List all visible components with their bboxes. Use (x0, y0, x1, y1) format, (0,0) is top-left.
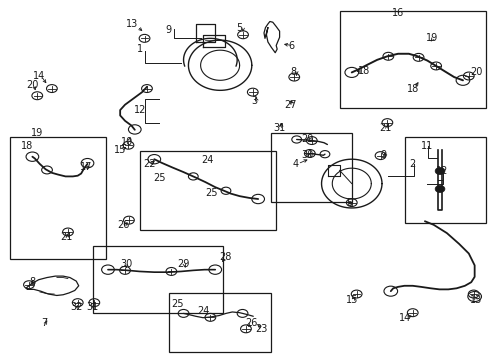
Bar (93, 246, 222, 313)
Text: 32: 32 (70, 302, 82, 312)
Text: 25: 25 (204, 188, 217, 198)
Text: 19: 19 (31, 129, 43, 138)
Text: 26: 26 (245, 319, 258, 328)
Text: 5: 5 (236, 23, 242, 33)
Text: 18: 18 (21, 141, 34, 151)
Text: 20: 20 (26, 80, 39, 90)
Text: 9: 9 (380, 150, 386, 160)
Circle shape (434, 167, 444, 175)
Text: 26: 26 (117, 220, 129, 230)
Text: 14: 14 (33, 71, 45, 81)
Text: 3: 3 (251, 96, 257, 106)
Text: 24: 24 (197, 306, 209, 316)
Text: 19: 19 (425, 33, 437, 43)
Text: 15: 15 (114, 144, 126, 154)
Text: 1: 1 (136, 44, 142, 54)
Bar (405, 137, 485, 223)
Text: 25: 25 (171, 299, 183, 309)
Text: 29: 29 (301, 134, 313, 144)
Text: 21: 21 (379, 123, 391, 133)
Text: 11: 11 (420, 141, 432, 151)
Text: 20: 20 (469, 67, 481, 77)
Text: 13: 13 (126, 19, 138, 29)
Text: 12: 12 (435, 166, 447, 176)
Text: 4: 4 (292, 159, 298, 169)
Text: 30: 30 (301, 150, 313, 160)
Bar (10, 137, 105, 259)
Text: 18: 18 (357, 66, 369, 76)
Bar (140, 151, 276, 230)
Text: 30: 30 (120, 259, 132, 269)
Text: 10: 10 (121, 137, 133, 147)
Text: 14: 14 (399, 313, 411, 323)
Text: 29: 29 (177, 259, 189, 269)
Bar (168, 293, 271, 352)
Text: 31: 31 (86, 302, 98, 312)
Text: 6: 6 (288, 41, 294, 50)
Text: 9: 9 (165, 25, 172, 35)
Text: 23: 23 (255, 324, 267, 334)
Text: 13: 13 (469, 295, 481, 305)
Text: 21: 21 (60, 232, 73, 242)
Text: 31: 31 (273, 123, 285, 133)
Text: 28: 28 (218, 252, 231, 262)
Text: 25: 25 (153, 173, 165, 183)
Text: 5: 5 (346, 198, 352, 208)
Text: 22: 22 (143, 159, 155, 169)
Bar (271, 134, 351, 202)
Text: 15: 15 (345, 295, 357, 305)
Circle shape (434, 185, 444, 193)
Text: 8: 8 (289, 67, 296, 77)
Text: 27: 27 (284, 100, 297, 110)
Text: 16: 16 (391, 8, 404, 18)
Text: 24: 24 (202, 155, 214, 165)
Text: 8: 8 (29, 277, 35, 287)
Text: 12: 12 (133, 105, 145, 115)
Text: 2: 2 (409, 159, 415, 169)
Text: 18: 18 (406, 84, 418, 94)
Text: 17: 17 (80, 162, 92, 172)
Bar (339, 12, 485, 108)
Text: 7: 7 (41, 319, 48, 328)
